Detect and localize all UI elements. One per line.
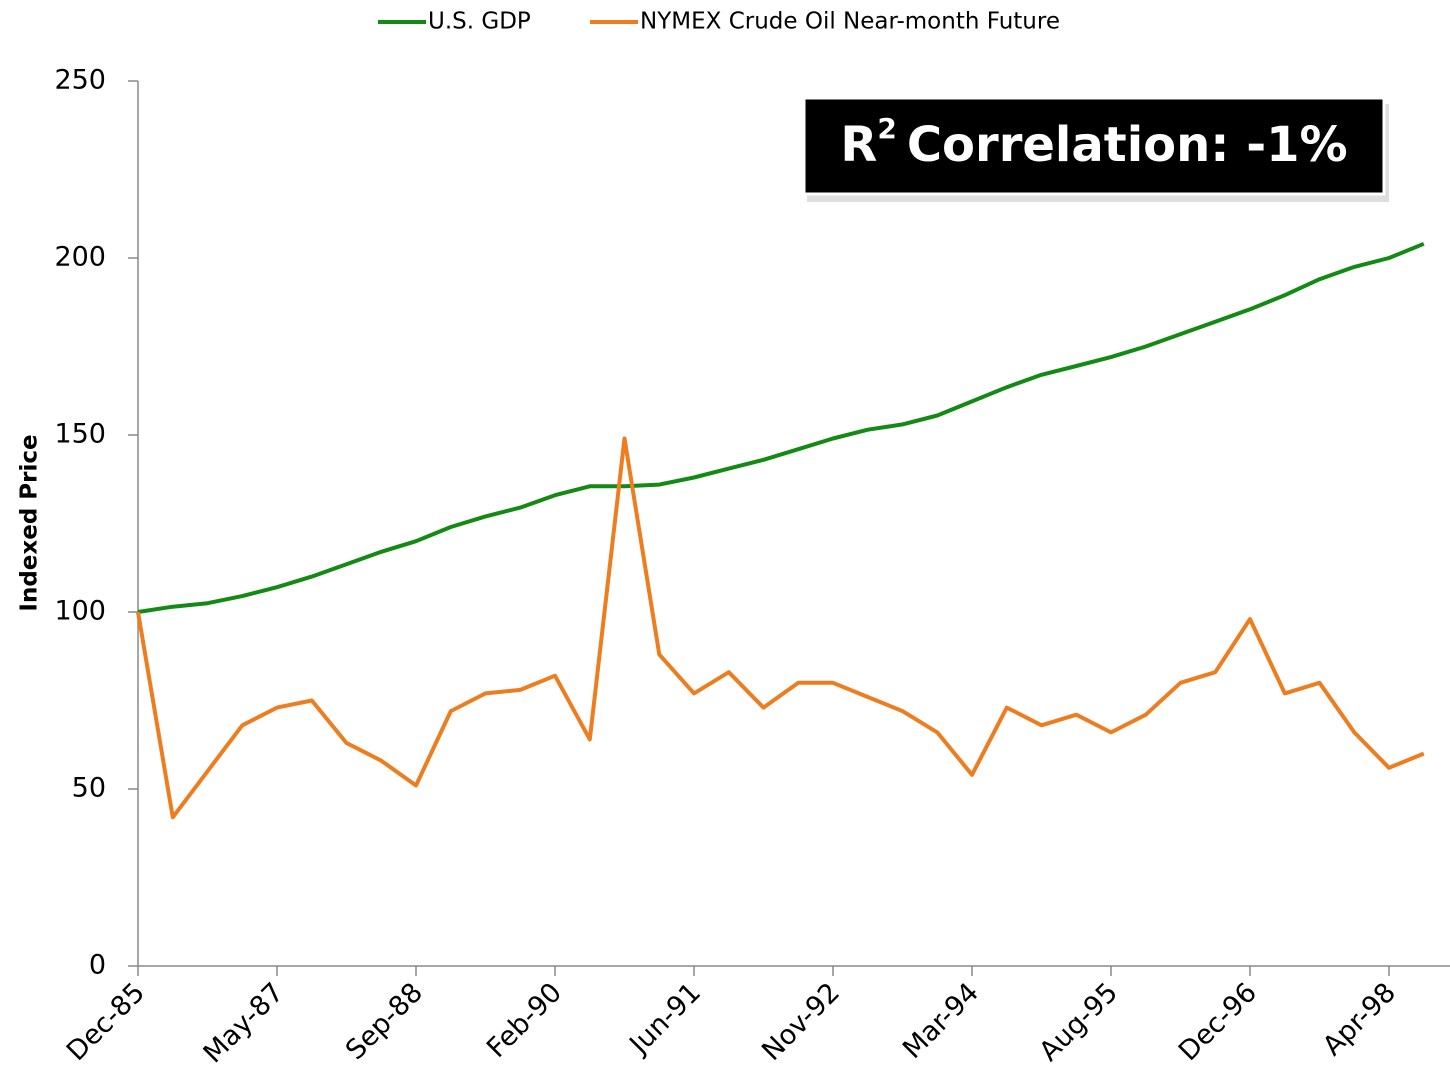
y-tick-label: 100	[54, 596, 106, 627]
y-tick-label: 150	[54, 419, 106, 450]
annotation-base: R	[840, 117, 877, 173]
x-tick-label: Mar-94	[897, 977, 985, 1065]
x-tick-label: May-87	[198, 977, 290, 1069]
series-line	[136, 436, 1425, 820]
x-tick-label: Apr-98	[1317, 977, 1402, 1062]
x-tick-label: Nov-92	[756, 977, 846, 1067]
x-tick-label: Aug-95	[1034, 977, 1124, 1067]
legend-label: NYMEX Crude Oil Near-month Future	[640, 9, 1060, 35]
x-tick-label: Dec-85	[61, 977, 151, 1067]
y-tick-label: 250	[54, 65, 106, 96]
y-tick-label: 50	[72, 773, 106, 804]
x-tick-label: Jun-91	[623, 977, 707, 1061]
annotation-rest: Correlation: -1%	[907, 117, 1348, 173]
x-tick-label: Sep-88	[340, 977, 429, 1066]
annotation-sup: 2	[877, 112, 896, 145]
legend-label: U.S. GDP	[428, 9, 531, 35]
y-axis-label: Indexed Price	[17, 434, 43, 611]
annotation-text: R2 Correlation: -1%	[840, 112, 1347, 173]
x-tick-label: Dec-96	[1173, 977, 1263, 1067]
annotation-box: R2 Correlation: -1%	[802, 96, 1389, 202]
y-tick-label: 200	[54, 242, 106, 273]
series-line	[137, 241, 1425, 614]
x-tick-label: Feb-90	[481, 977, 568, 1064]
annotation-background	[802, 96, 1386, 196]
y-tick-label: 0	[89, 950, 106, 981]
